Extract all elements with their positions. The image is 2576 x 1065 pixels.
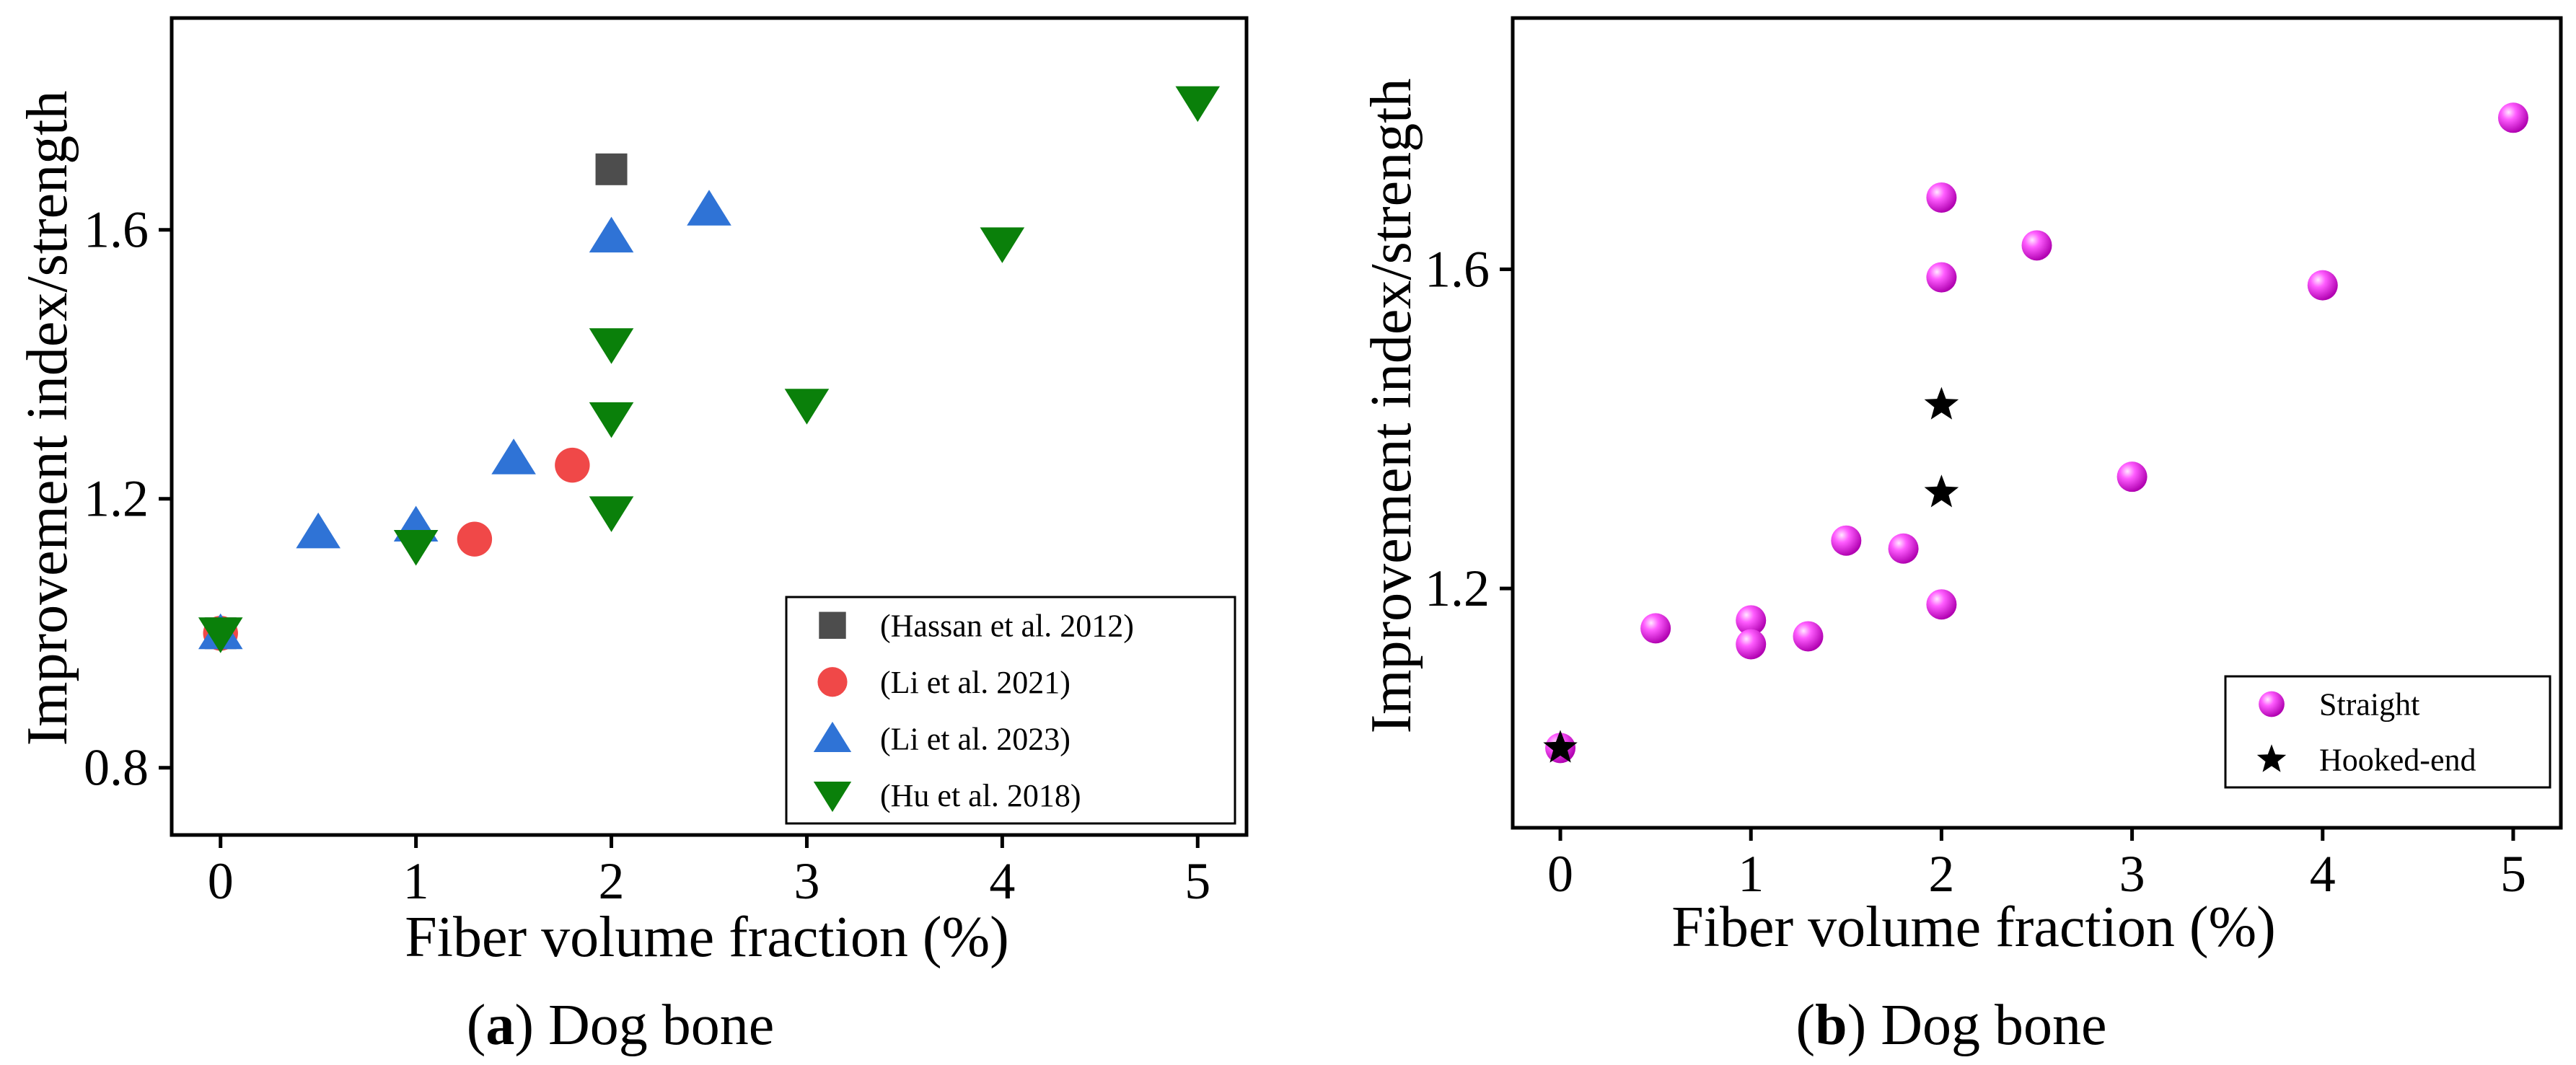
panel-a-ticks: 0 1 2 3 4 5 0.8 1.2 1.6 (84, 201, 1210, 910)
legend-marker (817, 667, 848, 697)
panel-a-caption-text: Dog bone (548, 994, 774, 1057)
x-tick-label: 3 (2119, 845, 2145, 903)
panel-b-data-points (1543, 102, 2528, 764)
x-tick-label: 2 (1928, 845, 1954, 903)
data-point (1924, 474, 1959, 508)
x-tick-label: 2 (599, 852, 625, 910)
x-tick-label: 0 (1547, 845, 1573, 903)
data-point (1736, 605, 1767, 636)
panel-b-ticks: 0 1 2 3 4 5 1.2 1.6 (1425, 241, 2526, 903)
x-tick-label: 5 (2500, 845, 2526, 903)
x-tick-label: 3 (794, 852, 819, 910)
data-point (589, 216, 634, 253)
panel-b-y-axis-label: Improvement index/strength (1360, 79, 1423, 734)
series-li-et-al-2021 (203, 447, 590, 651)
panel-a-plot-frame (170, 16, 1249, 837)
data-point (980, 227, 1025, 263)
panel-a-data-points (198, 86, 1221, 653)
panel-b-x-axis-label: Fiber volume fraction (%) (1671, 896, 2276, 959)
series-hu-et-al-2018 (198, 86, 1221, 653)
y-tick-label: 1.2 (84, 470, 149, 528)
x-tick-label: 5 (1184, 852, 1210, 910)
data-point (1888, 533, 1919, 564)
legend-entry-label: (Li et al. 2023) (880, 721, 1071, 756)
legend-entry-label: (Hu et al. 2018) (880, 778, 1081, 813)
x-tick-label: 1 (1738, 845, 1764, 903)
y-tick-label: 1.2 (1425, 560, 1490, 617)
x-tick-label: 1 (403, 852, 429, 910)
panel-a-legend: (Hassan et al. 2012) (Li et al. 2021) (Li … (785, 596, 1236, 825)
data-point (784, 389, 830, 425)
panel-b-caption-letter: b (1815, 994, 1847, 1057)
y-tick-label: 1.6 (84, 201, 149, 259)
data-point (2497, 102, 2528, 133)
data-point (1831, 525, 1862, 556)
panel-a-caption-letter: a (485, 994, 514, 1057)
data-point (2116, 461, 2148, 492)
data-point (1543, 730, 1578, 763)
series-straight (1545, 102, 2528, 764)
panel-b-caption: (b) Dog bone (1795, 994, 2106, 1057)
data-point (393, 530, 439, 566)
legend-marker (2259, 691, 2285, 717)
data-point (1640, 613, 1671, 644)
data-point (555, 447, 590, 483)
data-point (687, 190, 731, 226)
x-tick-label: 4 (2310, 845, 2336, 903)
panel-b: 0 1 2 3 4 5 1.2 1.6 Fiber volume fraction (%) I… (1360, 16, 2563, 1057)
legend-marker (2256, 744, 2287, 772)
x-tick-label: 4 (989, 852, 1015, 910)
panel-b-legend: Straight Hooked-end (2224, 675, 2551, 789)
panel-a-y-axis-label: Improvement index/strength (16, 91, 79, 746)
series-hassan-et-al-2012 (204, 153, 628, 650)
data-point (457, 521, 493, 557)
data-point (296, 512, 340, 549)
x-tick-label: 0 (208, 852, 234, 910)
data-point (1926, 262, 1957, 293)
legend-entry-label: (Li et al. 2021) (880, 665, 1071, 700)
legend-marker (813, 721, 852, 752)
data-point (1926, 182, 1957, 213)
data-point (1175, 86, 1221, 123)
legend-entry-label: Straight (2319, 687, 2419, 722)
panel-b-plot-frame (1511, 16, 2563, 830)
panel-a: 0 1 2 3 4 5 0.8 1.2 1.6 Fiber volume fraction (%… (16, 16, 1249, 1057)
data-point (2021, 230, 2052, 261)
y-tick-label: 0.8 (84, 739, 149, 797)
legend-marker (813, 782, 852, 813)
series-li-et-al-2023 (198, 190, 731, 650)
panel-b-caption-text: Dog bone (1881, 994, 2106, 1057)
data-point (589, 496, 634, 532)
data-point (198, 617, 243, 653)
legend-marker (819, 611, 846, 639)
data-point (1793, 621, 1824, 652)
data-point (595, 153, 628, 185)
data-point (589, 328, 634, 364)
panel-a-caption: (a) Dog bone (467, 994, 775, 1057)
data-point (2307, 270, 2338, 301)
data-point (491, 438, 536, 474)
legend-box (785, 596, 1236, 825)
legend-entry-label: Hooked-end (2319, 743, 2476, 778)
data-point (1926, 589, 1957, 620)
series-hooked-end (1543, 386, 1959, 763)
y-tick-label: 1.6 (1425, 241, 1490, 299)
data-point (1924, 386, 1959, 420)
data-point (1736, 629, 1767, 660)
data-point (589, 402, 634, 438)
legend-entry-label: (Hassan et al. 2012) (880, 608, 1134, 643)
panel-a-x-axis-label: Fiber volume fraction (%) (405, 906, 1009, 969)
